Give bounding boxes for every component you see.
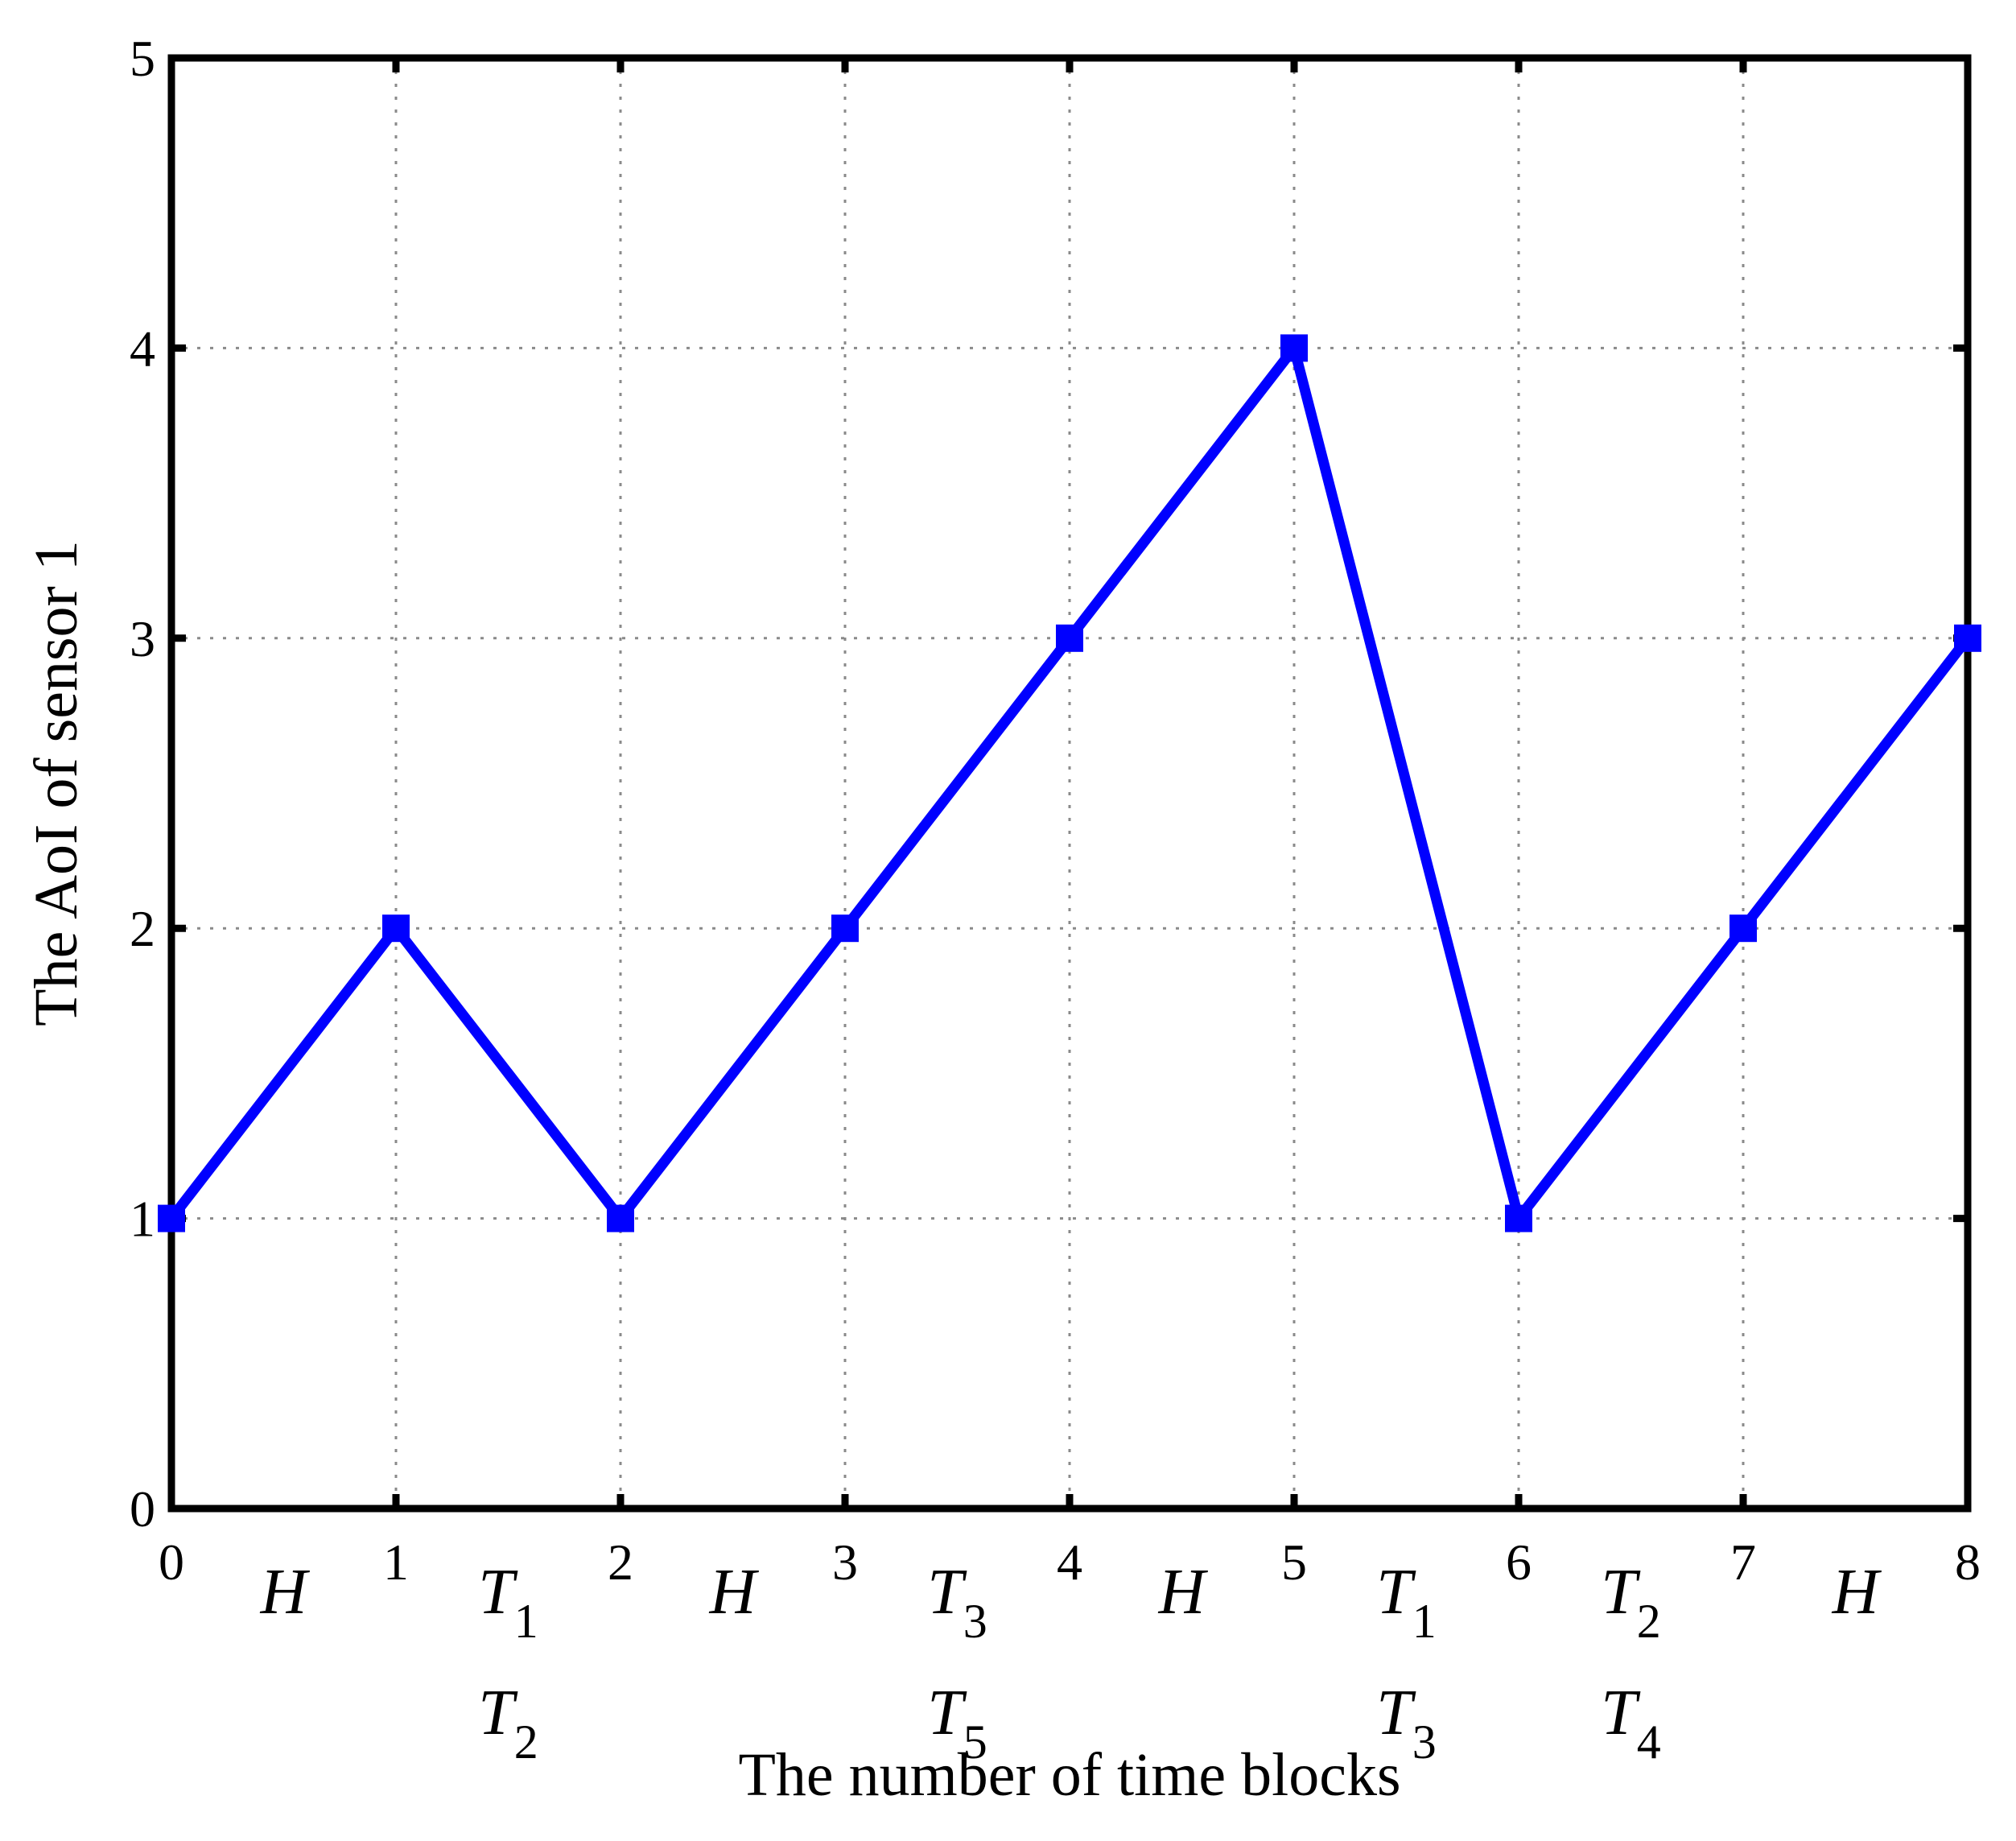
data-point-marker [1954,624,1981,652]
data-point-marker [1280,334,1308,362]
data-point-marker [1056,624,1083,652]
x-tick-label: 2 [608,1533,633,1591]
grid-lines [171,58,1968,1509]
axes [167,54,1972,1513]
data-point-marker [158,1204,185,1232]
series-sensor-1 [158,334,1981,1232]
series-line [167,342,1973,1224]
slot-annotation-label: T3 [927,1557,987,1648]
slot-annotation-label: H [1158,1557,1209,1628]
data-point-marker [1729,914,1757,943]
x-tick-label: 5 [1281,1533,1307,1591]
slot-annotation-label: T1 [478,1557,538,1648]
slot-annotation-label: T2 [1601,1557,1661,1648]
x-tick-label: 1 [383,1533,409,1591]
slot-annotation-label: H [1832,1557,1882,1628]
slot-annotation-label: T3 [1376,1678,1437,1769]
y-tick-label: 1 [130,1191,155,1248]
data-point-marker [607,1204,634,1232]
x-tick-label: 0 [159,1533,184,1591]
x-tick-label: 8 [1955,1533,1981,1591]
y-axis-title: The AoI of sensor 1 [23,540,90,1026]
y-tick-label: 0 [130,1480,155,1538]
x-tick-label: 7 [1730,1533,1756,1591]
data-point-marker [382,914,410,943]
slot-annotation-label: H [260,1557,311,1628]
slot-annotations: H T1 T2 H T3 T5 H T1 T3 T2 T4 H [260,1557,1882,1769]
y-tick-label: 2 [130,900,155,957]
data-point-marker [831,914,859,943]
slot-annotation-label: T5 [927,1678,987,1769]
x-axis-title: The number of time blocks [738,1741,1400,1809]
y-tick-label: 3 [130,610,155,667]
x-tick-label: 4 [1057,1533,1082,1591]
y-tick-label: 4 [130,320,155,377]
data-point-marker [1505,1204,1532,1232]
slot-annotation-label: T2 [478,1678,538,1769]
slot-annotation-label: H [709,1557,760,1628]
slot-annotation-label: T1 [1376,1557,1437,1648]
tick-labels: 0 1 2 3 4 5 6 7 8 0 1 2 3 4 5 [130,30,1981,1591]
plot-frame [167,54,1972,1513]
y-tick-label: 5 [130,30,155,87]
x-tick-label: 3 [832,1533,858,1591]
x-tick-label: 6 [1506,1533,1532,1591]
slot-annotation-label: T4 [1601,1678,1661,1769]
